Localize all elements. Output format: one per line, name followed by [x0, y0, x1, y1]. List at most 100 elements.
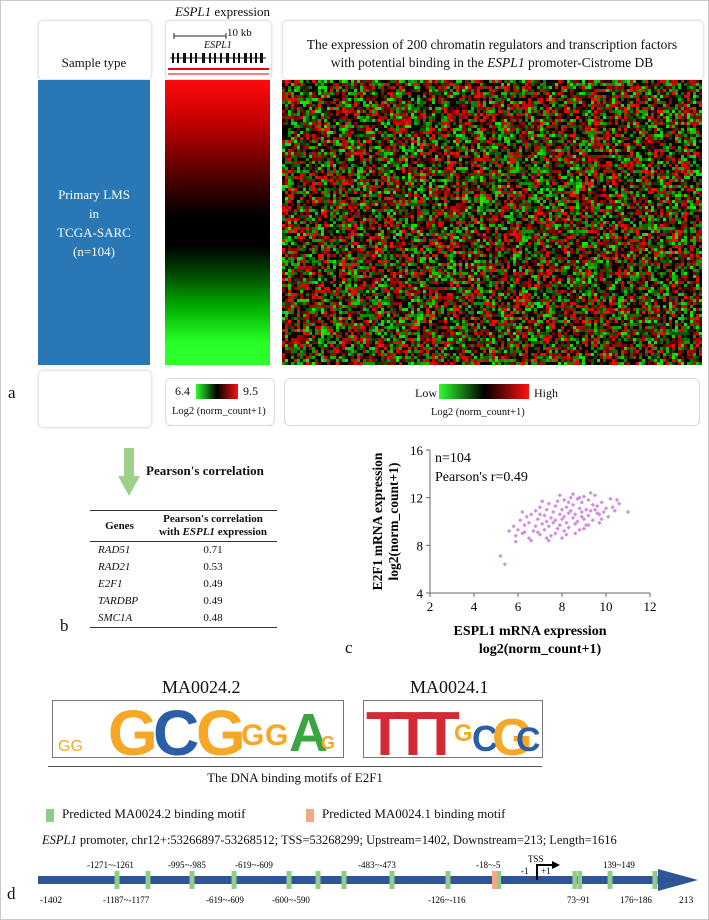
heatmap-cell — [627, 95, 630, 98]
heatmap-cell — [576, 167, 579, 170]
heatmap-cell — [684, 173, 687, 176]
heatmap-cell — [459, 167, 462, 170]
heatmap-cell — [585, 83, 588, 86]
heatmap-cell — [642, 131, 645, 134]
heatmap-cell — [375, 128, 378, 131]
heatmap-cell — [372, 104, 375, 107]
heatmap-cell — [411, 182, 414, 185]
heatmap-cell — [294, 167, 297, 170]
heatmap-cell — [495, 140, 498, 143]
heatmap-cell — [354, 146, 357, 149]
heatmap-cell — [453, 107, 456, 110]
heatmap-cell — [300, 149, 303, 152]
heatmap-cell — [489, 83, 492, 86]
heatmap-cell — [480, 173, 483, 176]
heatmap-cell — [696, 86, 699, 89]
heatmap-cell — [591, 101, 594, 104]
heatmap-cell — [366, 110, 369, 113]
heatmap-cell — [486, 170, 489, 173]
heatmap-cell — [519, 80, 522, 83]
heatmap-cell — [546, 107, 549, 110]
heatmap-cell — [477, 140, 480, 143]
heatmap-cell — [345, 119, 348, 122]
heatmap-cell — [669, 101, 672, 104]
heatmap-cell — [552, 164, 555, 167]
heatmap-cell — [609, 113, 612, 116]
heatmap-cell — [630, 146, 633, 149]
heatmap-cell — [546, 86, 549, 89]
heatmap-cell — [684, 119, 687, 122]
heatmap-cell — [573, 80, 576, 83]
heatmap-cell — [699, 86, 702, 89]
heatmap-cell — [306, 101, 309, 104]
heatmap-cell — [381, 80, 384, 83]
heatmap-cell — [633, 107, 636, 110]
heatmap-cell — [285, 182, 288, 185]
heatmap-cell — [693, 167, 696, 170]
heatmap-cell — [561, 170, 564, 173]
heatmap-cell — [693, 161, 696, 164]
heatmap-cell — [510, 119, 513, 122]
heatmap-cell — [300, 128, 303, 131]
heatmap-cell — [453, 149, 456, 152]
heatmap-cell — [480, 146, 483, 149]
heatmap-cell — [528, 125, 531, 128]
heatmap-cell — [624, 179, 627, 182]
heatmap-cell — [537, 95, 540, 98]
heatmap-cell — [654, 101, 657, 104]
heatmap-cell — [387, 83, 390, 86]
heatmap-cell — [687, 101, 690, 104]
heatmap-cell — [387, 158, 390, 161]
heatmap-cell — [609, 116, 612, 119]
heatmap-cell — [645, 137, 648, 140]
heatmap-cell — [549, 95, 552, 98]
heatmap-cell — [447, 152, 450, 155]
heatmap-cell — [420, 119, 423, 122]
heatmap-cell — [363, 140, 366, 143]
heatmap-cell — [441, 182, 444, 185]
heatmap-cell — [354, 83, 357, 86]
heatmap-cell — [426, 104, 429, 107]
heatmap-cell — [498, 149, 501, 152]
heatmap-cell — [567, 86, 570, 89]
heatmap-cell — [411, 110, 414, 113]
heatmap-cell — [585, 134, 588, 137]
heatmap-cell — [648, 98, 651, 101]
heatmap-cell — [693, 131, 696, 134]
heatmap-cell — [609, 158, 612, 161]
heatmap-cell — [531, 179, 534, 182]
heatmap-cell — [306, 137, 309, 140]
heatmap-cell — [522, 146, 525, 149]
heatmap-cell — [636, 80, 639, 83]
heatmap-cell — [351, 125, 354, 128]
heatmap-cell — [456, 110, 459, 113]
heatmap-cell — [348, 128, 351, 131]
heatmap-cell — [321, 176, 324, 179]
heatmap-cell — [324, 158, 327, 161]
heatmap-cell — [408, 137, 411, 140]
heatmap-cell — [624, 158, 627, 161]
heatmap-cell — [462, 143, 465, 146]
heatmap-cell — [309, 161, 312, 164]
heatmap-cell — [435, 170, 438, 173]
heatmap-cell — [402, 182, 405, 185]
heatmap-cell — [528, 104, 531, 107]
heatmap-cell — [663, 110, 666, 113]
heatmap-cell — [630, 83, 633, 86]
heatmap-cell — [510, 98, 513, 101]
heatmap-cell — [447, 80, 450, 83]
heatmap-cell — [423, 80, 426, 83]
heatmap-cell — [333, 137, 336, 140]
heatmap-cell — [633, 158, 636, 161]
heatmap-cell — [504, 110, 507, 113]
heatmap-cell — [474, 122, 477, 125]
heatmap-cell — [411, 152, 414, 155]
heatmap-cell — [294, 146, 297, 149]
heatmap-cell — [546, 92, 549, 95]
heatmap-cell — [642, 167, 645, 170]
heatmap-cell — [450, 155, 453, 158]
heatmap-cell — [456, 155, 459, 158]
heatmap-cell — [684, 122, 687, 125]
heatmap-cell — [597, 83, 600, 86]
heatmap-cell — [468, 131, 471, 134]
